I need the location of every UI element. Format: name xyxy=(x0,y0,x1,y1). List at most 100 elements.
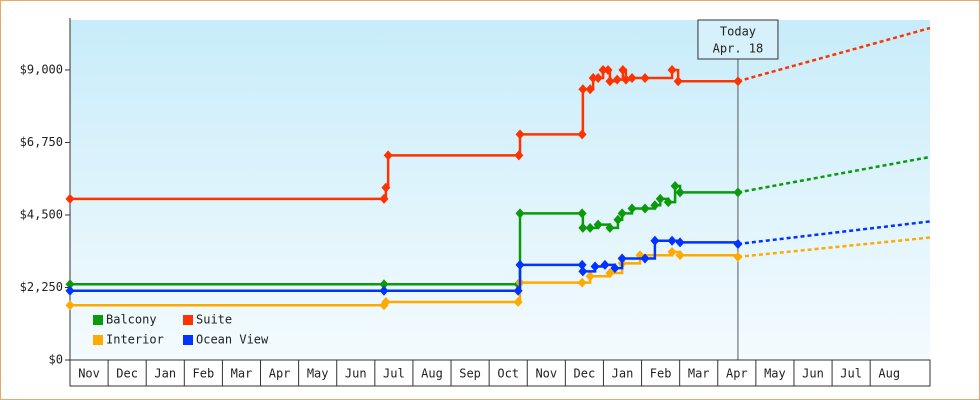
legend-swatch xyxy=(183,335,193,345)
point xyxy=(667,235,677,246)
y-tick-label: $2,250 xyxy=(20,280,63,294)
point xyxy=(593,73,603,84)
today-date: Apr. 18 xyxy=(713,42,764,56)
point xyxy=(65,285,75,296)
point xyxy=(640,203,650,214)
x-tick-label: Mar xyxy=(688,367,710,381)
today-box xyxy=(697,19,779,60)
point xyxy=(577,277,587,288)
point xyxy=(379,285,389,296)
point xyxy=(610,263,620,274)
y-tick-label: $9,000 xyxy=(20,62,63,76)
point xyxy=(627,203,637,214)
point xyxy=(585,271,595,282)
point xyxy=(612,74,622,85)
x-axis-band xyxy=(69,359,931,387)
legend-label: Balcony xyxy=(106,313,157,327)
point xyxy=(675,187,685,198)
x-tick-label: Dec xyxy=(574,367,596,381)
point xyxy=(381,296,391,307)
x-tick-label: Feb xyxy=(193,367,215,381)
point xyxy=(621,74,631,85)
point xyxy=(733,251,743,262)
point xyxy=(663,197,673,208)
x-tick-label: Jan xyxy=(612,367,634,381)
point xyxy=(640,73,650,84)
point xyxy=(673,76,683,87)
point xyxy=(590,261,600,272)
point xyxy=(667,247,677,258)
legend-swatch xyxy=(93,335,103,345)
point xyxy=(515,208,525,219)
point xyxy=(600,259,610,270)
y-tick-label: $4,500 xyxy=(20,207,63,221)
x-tick-label: Oct xyxy=(497,367,519,381)
point xyxy=(675,237,685,248)
point xyxy=(513,285,523,296)
x-tick-label: Aug xyxy=(421,367,443,381)
x-tick-label: May xyxy=(307,367,329,381)
x-tick-label: Nov xyxy=(535,367,557,381)
point xyxy=(577,129,587,140)
x-tick-label: Feb xyxy=(650,367,672,381)
point xyxy=(675,250,685,261)
point xyxy=(650,235,660,246)
point xyxy=(515,259,525,270)
point xyxy=(514,150,524,161)
point xyxy=(65,279,75,290)
point xyxy=(650,200,660,211)
point xyxy=(593,219,603,230)
point xyxy=(733,187,743,198)
point xyxy=(640,253,650,264)
point xyxy=(733,238,743,249)
point xyxy=(598,64,608,75)
point xyxy=(65,300,75,311)
x-tick-label: Aug xyxy=(878,367,900,381)
x-tick-label: Jun xyxy=(345,367,367,381)
legend-label: Ocean View xyxy=(196,333,269,347)
legend-label: Interior xyxy=(106,333,164,347)
x-tick-label: Jul xyxy=(383,367,405,381)
point xyxy=(578,222,588,233)
today-label: Today xyxy=(720,25,756,39)
point xyxy=(515,129,525,140)
point xyxy=(613,214,623,225)
forecast-line xyxy=(737,26,931,83)
point xyxy=(617,208,627,219)
point xyxy=(603,64,613,75)
point xyxy=(578,266,588,277)
x-tick-label: Sep xyxy=(459,367,481,381)
x-tick-label: Dec xyxy=(116,367,138,381)
x-tick-label: May xyxy=(764,367,786,381)
point xyxy=(605,76,615,87)
x-tick-label: Jul xyxy=(840,367,862,381)
x-tick-label: Jan xyxy=(154,367,176,381)
y-tick-label: $0 xyxy=(49,353,63,367)
point xyxy=(65,193,75,204)
forecast-line xyxy=(737,155,931,194)
point xyxy=(585,84,595,95)
point xyxy=(383,150,393,161)
x-tick-label: Mar xyxy=(231,367,253,381)
x-tick-label: Nov xyxy=(78,367,100,381)
point xyxy=(379,193,389,204)
point xyxy=(588,73,598,84)
point xyxy=(618,64,628,75)
legend-swatch xyxy=(183,315,193,325)
plot-area xyxy=(70,20,930,360)
point xyxy=(617,253,627,264)
forecast-line xyxy=(737,220,931,246)
point xyxy=(655,193,665,204)
point xyxy=(605,267,615,278)
point xyxy=(585,222,595,233)
point xyxy=(667,64,677,75)
point xyxy=(627,73,637,84)
x-tick-label: Jun xyxy=(802,367,824,381)
legend-label: Suite xyxy=(196,313,232,327)
x-tick-label: Apr xyxy=(269,367,291,381)
point xyxy=(577,208,587,219)
point xyxy=(513,296,523,307)
y-tick-label: $6,750 xyxy=(20,135,63,149)
x-tick-label: Apr xyxy=(726,367,748,381)
point xyxy=(379,279,389,290)
